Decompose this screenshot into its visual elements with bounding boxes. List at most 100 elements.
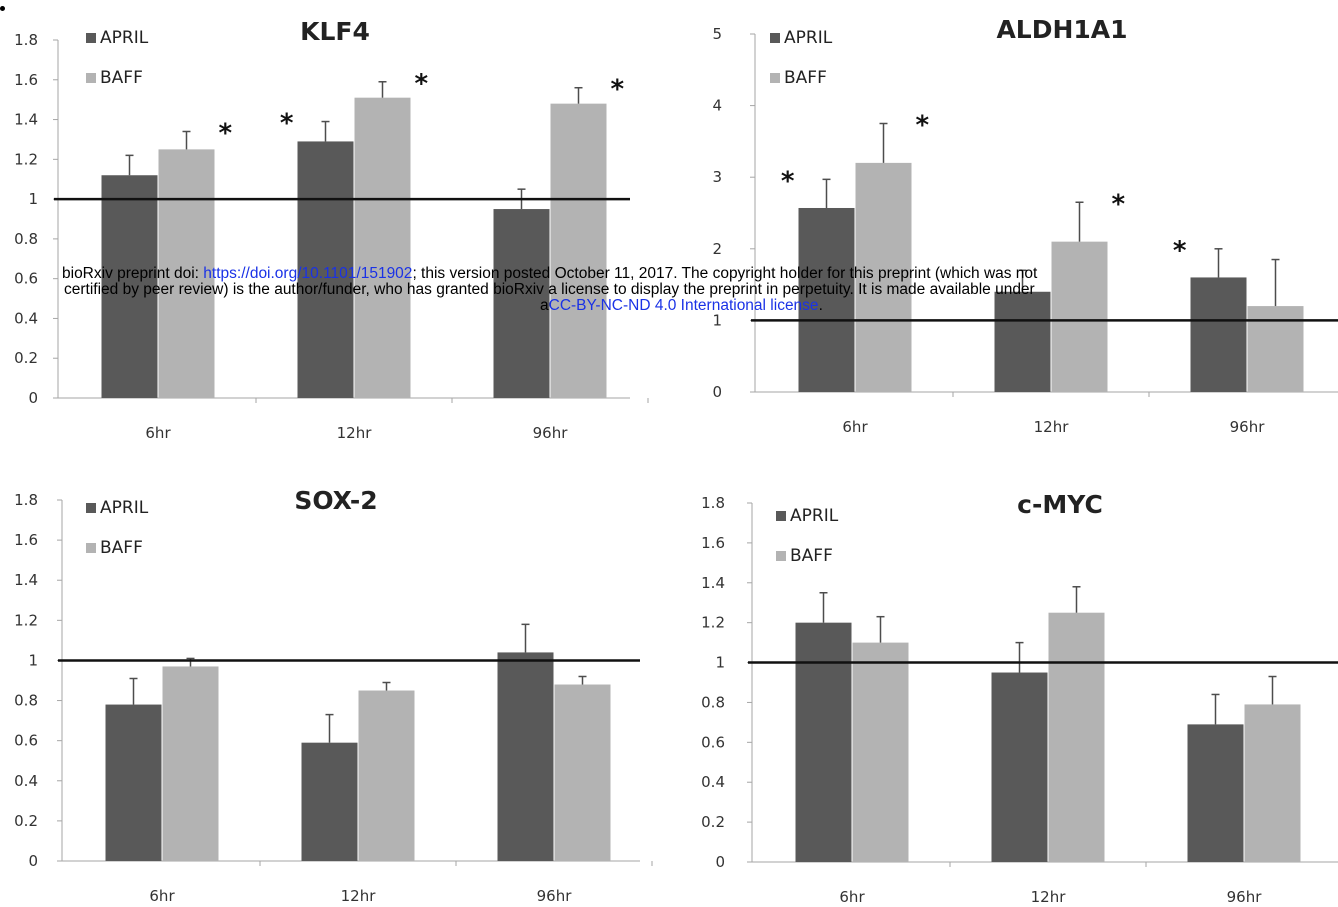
watermark-line-3: aCC-BY-NC-ND 4.0 International license.	[0, 298, 1338, 314]
legend-swatch-baff	[770, 73, 780, 83]
bar-baff-96hr	[1247, 306, 1304, 392]
y-tick-label: 0.8	[701, 693, 725, 711]
x-tick-label: 6hr	[145, 424, 171, 442]
x-tick-label: 12hr	[341, 887, 377, 905]
y-tick-label: 1	[715, 654, 725, 672]
x-tick-label: 6hr	[839, 888, 865, 906]
bar-april-96hr	[1187, 724, 1244, 862]
legend-swatch-april	[770, 33, 780, 43]
x-tick-label: 12hr	[1034, 418, 1070, 436]
watermark-line-1: bioRxiv preprint doi: https://doi.org/10…	[0, 266, 1338, 282]
y-tick-label: 1	[712, 311, 722, 329]
y-tick-label: 3	[712, 168, 722, 186]
y-tick-label: 1.6	[14, 531, 38, 549]
bar-april-6hr	[795, 622, 852, 862]
chart-sox-2: 0 0.2 0.4 0.6 0.8 1 1.2 1.4 1.6 1.8 6hr 12hr 96hr SOX…	[14, 486, 653, 905]
chart-aldh1a1: 0 1 2 3 4 5 6hr 12hr 96hr * * * * ALDH1A1 APRIL BAFF	[712, 15, 1338, 436]
significance-star: *	[219, 118, 233, 148]
legend-label-april: APRIL	[100, 498, 149, 518]
chart-title: c-MYC	[1017, 490, 1103, 519]
y-tick-label: 0.4	[701, 773, 725, 791]
significance-star: *	[1112, 189, 1126, 219]
bar-april-6hr	[105, 704, 162, 861]
preprint-watermark: bioRxiv preprint doi: https://doi.org/10…	[0, 266, 1338, 314]
y-tick-label: 1	[28, 651, 38, 669]
significance-star: *	[280, 109, 294, 139]
x-tick-label: 96hr	[1227, 888, 1263, 906]
y-tick-label: 0.6	[14, 270, 38, 288]
x-tick-label: 96hr	[533, 424, 569, 442]
bar-baff-12hr	[358, 690, 415, 861]
watermark-text: .	[818, 297, 823, 314]
bar-april-96hr	[493, 209, 550, 398]
chart-title: ALDH1A1	[996, 15, 1127, 44]
y-tick-label: 0.2	[701, 813, 725, 831]
bar-baff-6hr	[162, 666, 219, 861]
y-tick-label: 1.2	[14, 611, 38, 629]
y-tick-label: 0	[28, 389, 38, 407]
chart-title: KLF4	[300, 17, 370, 46]
y-tick-label: 1.8	[14, 31, 38, 49]
y-tick-label: 1.4	[14, 571, 38, 589]
significance-star: *	[916, 111, 930, 141]
bar-baff-12hr	[354, 97, 411, 398]
legend-swatch-april	[776, 511, 786, 521]
y-tick-label: 1.8	[701, 494, 725, 512]
legend-swatch-baff	[776, 551, 786, 561]
significance-star: *	[781, 166, 795, 196]
y-tick-label: 0	[712, 383, 722, 401]
bar-april-96hr	[497, 652, 554, 861]
y-tick-label: 1.6	[701, 534, 725, 552]
bar-baff-12hr	[1051, 241, 1108, 392]
watermark-text: bioRxiv preprint doi:	[62, 266, 204, 282]
chart-klf4: 0 0.2 0.4 0.6 0.8 1 1.2 1.4 1.6 1.8 6hr 12hr 96hr * * *…	[14, 17, 649, 442]
y-tick-label: 0.6	[14, 732, 38, 750]
y-tick-label: 5	[712, 25, 722, 43]
legend-swatch-april	[86, 503, 96, 513]
bar-baff-12hr	[1048, 612, 1105, 862]
x-tick-label: 6hr	[842, 418, 868, 436]
x-tick-label: 6hr	[149, 887, 175, 905]
y-tick-label: 0.4	[14, 309, 38, 327]
legend-label-april: APRIL	[790, 506, 839, 526]
y-tick-label: 0.8	[14, 692, 38, 710]
bar-baff-96hr	[554, 684, 611, 861]
y-tick-label: 1	[28, 190, 38, 208]
legend-label-april: APRIL	[784, 28, 833, 48]
x-tick-label: 12hr	[1031, 888, 1067, 906]
legend-label-april: APRIL	[100, 28, 149, 48]
watermark-text: ; this version posted October 11, 2017. …	[412, 266, 1038, 282]
bar-april-6hr	[798, 207, 855, 392]
bar-baff-6hr	[855, 162, 912, 392]
bar-april-96hr	[1190, 277, 1247, 392]
y-tick-label: 1.8	[14, 491, 38, 509]
watermark-text: a	[540, 297, 549, 314]
bar-april-6hr	[101, 175, 158, 398]
y-tick-label: 0.8	[14, 230, 38, 248]
legend-swatch-april	[86, 33, 96, 43]
y-tick-label: 1.2	[701, 614, 725, 632]
bar-april-12hr	[297, 141, 354, 398]
y-tick-label: 0	[715, 853, 725, 871]
chart-title: SOX-2	[294, 486, 377, 515]
y-tick-label: 1.6	[14, 71, 38, 89]
y-tick-label: 2	[712, 240, 722, 258]
bar-april-12hr	[301, 742, 358, 861]
watermark-line-2: certified by peer review) is the author/…	[64, 281, 1035, 298]
legend-label-baff: BAFF	[784, 68, 827, 88]
legend-swatch-baff	[86, 543, 96, 553]
y-tick-label: 1.4	[14, 111, 38, 129]
y-tick-label: 0.2	[14, 812, 38, 830]
x-tick-label: 12hr	[337, 424, 373, 442]
y-tick-label: 1.4	[701, 574, 725, 592]
legend-label-baff: BAFF	[790, 546, 833, 566]
bar-baff-6hr	[852, 642, 909, 862]
license-link[interactable]: CC-BY-NC-ND 4.0 International license	[548, 297, 819, 314]
y-tick-label: 0	[28, 852, 38, 870]
panel-marker-dot	[0, 6, 5, 11]
legend-label-baff: BAFF	[100, 68, 143, 88]
significance-star: *	[1173, 236, 1187, 266]
doi-link[interactable]: https://doi.org/10.1101/151902	[203, 266, 413, 282]
x-tick-label: 96hr	[1230, 418, 1266, 436]
